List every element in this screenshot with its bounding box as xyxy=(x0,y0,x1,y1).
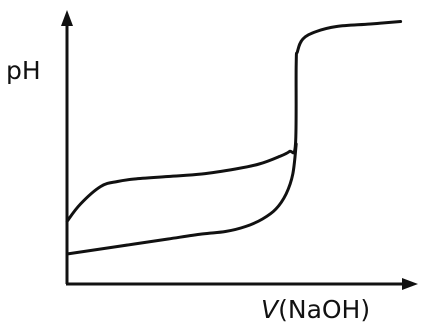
x-axis-label-variable: V xyxy=(261,295,280,324)
x-axis-arrow-icon xyxy=(402,278,418,290)
x-axis-label-unit: (NaOH) xyxy=(278,295,370,324)
y-axis-label: pH xyxy=(6,56,41,85)
series-layer xyxy=(65,20,403,256)
titration-curve-2 xyxy=(65,142,298,256)
y-axis xyxy=(61,10,73,284)
x-axis xyxy=(66,278,418,290)
titration-curve-1 xyxy=(65,20,403,223)
y-axis-arrow-icon xyxy=(61,10,73,26)
x-axis-label: V(NaOH) xyxy=(261,295,370,324)
